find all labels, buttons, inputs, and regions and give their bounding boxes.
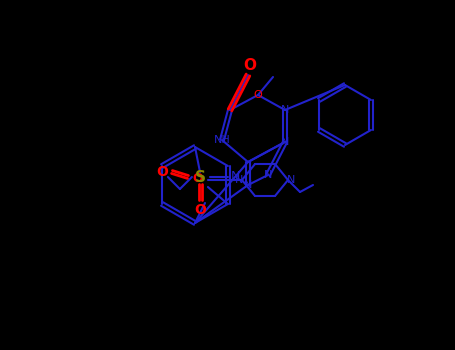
Text: N: N <box>235 175 243 185</box>
Text: N: N <box>287 175 295 185</box>
Text: N: N <box>264 170 272 180</box>
Text: O: O <box>156 165 168 179</box>
Text: S: S <box>194 169 206 184</box>
Text: O: O <box>243 57 257 72</box>
Text: O: O <box>192 173 203 186</box>
Text: N: N <box>244 180 252 190</box>
Text: N: N <box>230 170 240 183</box>
Text: O: O <box>194 203 206 217</box>
Text: NH: NH <box>214 135 230 145</box>
Text: N: N <box>281 105 289 115</box>
Text: N: N <box>281 137 289 147</box>
Text: O: O <box>253 90 263 100</box>
